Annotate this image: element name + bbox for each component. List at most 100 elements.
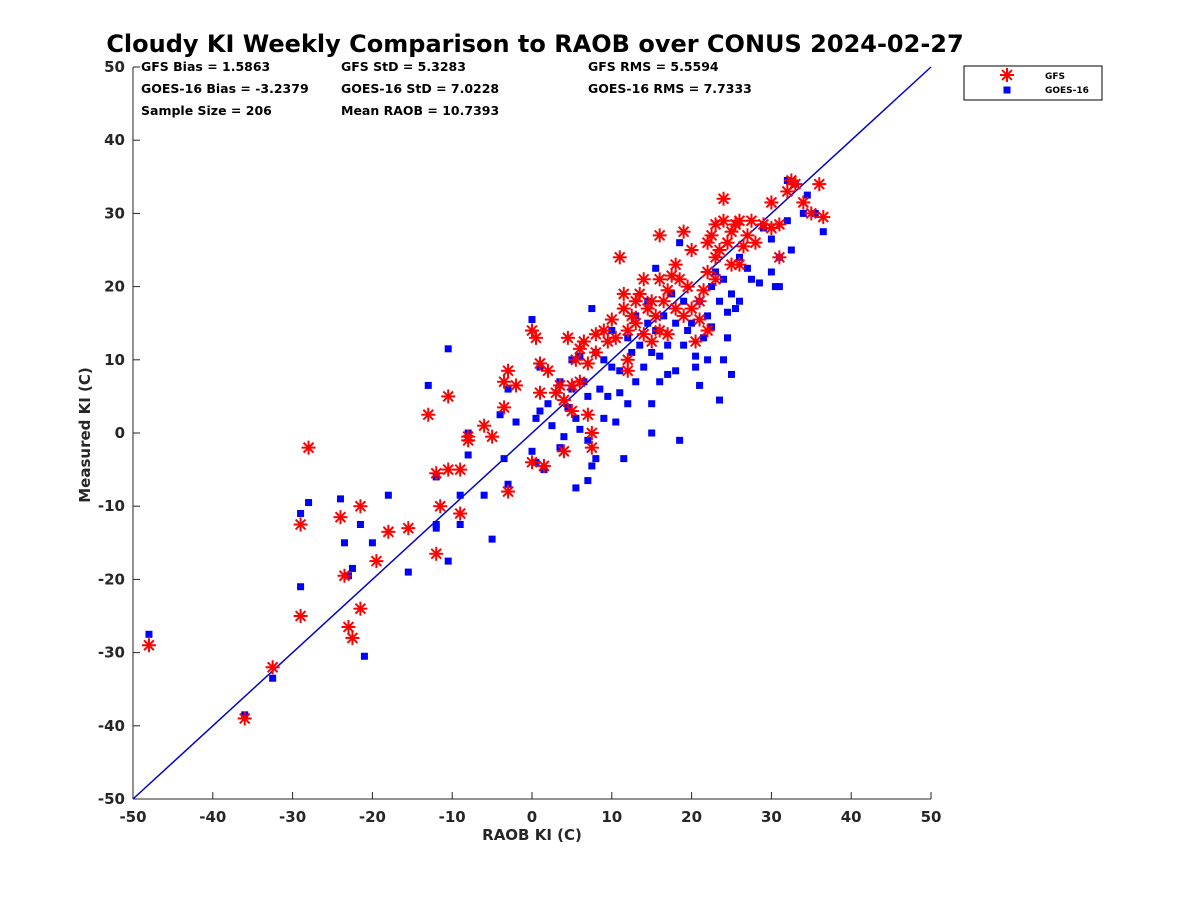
goes16-point: [356, 521, 364, 528]
goes16-point: [145, 630, 153, 638]
legend-gfs-asterisk: [1000, 68, 1014, 82]
goes16-point: [767, 235, 775, 243]
gfs-point: [572, 374, 587, 389]
gfs-point: [528, 330, 543, 345]
x-tick-label: 40: [841, 808, 862, 826]
goes16-point: [803, 191, 811, 199]
gfs-point: [552, 378, 567, 393]
goes16-point: [696, 381, 704, 389]
goes16-point: [755, 279, 763, 287]
gfs-point: [441, 462, 456, 477]
gfs-point: [676, 224, 691, 239]
goes16-point: [488, 535, 496, 543]
goes16-point: [652, 264, 660, 272]
goes16-point: [680, 297, 688, 305]
goes16-point: [735, 253, 743, 261]
x-tick-label: 10: [601, 808, 622, 826]
goes16-point: [720, 275, 728, 283]
goes16-point: [616, 367, 624, 375]
gfs-point: [433, 499, 448, 514]
goes16-point: [528, 447, 536, 455]
gfs-point: [497, 374, 512, 389]
goes16-point: [700, 334, 708, 342]
goes16-point: [536, 407, 544, 415]
gfs-point: [141, 638, 156, 653]
gfs-point: [341, 619, 356, 634]
goes16-point: [548, 422, 556, 430]
gfs-point: [453, 462, 468, 477]
gfs-point: [497, 400, 512, 415]
gfs-point: [700, 323, 715, 338]
goes16-point: [576, 425, 584, 433]
stat-gfs-std: GFS StD = 5.3283: [341, 59, 466, 74]
goes16-point: [783, 217, 791, 225]
x-tick-label: -10: [439, 808, 466, 826]
goes16-point: [787, 246, 795, 254]
gfs-point: [576, 334, 591, 349]
gfs-point: [772, 217, 787, 232]
stat-mean-raob: Mean RAOB = 10.7393: [341, 103, 500, 118]
gfs-point: [684, 243, 699, 257]
x-tick-label: -50: [119, 808, 146, 826]
data-points: [141, 173, 831, 726]
gfs-point: [652, 272, 667, 287]
goes16-point: [660, 312, 668, 320]
goes16-point: [656, 352, 664, 360]
gfs-point: [748, 235, 763, 250]
y-tick-label: 10: [104, 351, 125, 369]
chart-title: Cloudy KI Weekly Comparison to RAOB over…: [106, 30, 964, 58]
gfs-point: [704, 228, 719, 243]
goes16-point: [724, 308, 732, 316]
y-ticks: 50 40 30 20 10 0 -10 -20 -30 -40 -50: [98, 58, 140, 808]
gfs-point: [401, 521, 416, 536]
goes16-point: [775, 283, 783, 291]
gfs-point: [616, 301, 631, 316]
goes16-point: [620, 455, 628, 463]
gfs-point: [764, 195, 779, 210]
gfs-point: [604, 312, 619, 327]
goes16-point: [672, 367, 680, 375]
gfs-point: [696, 283, 711, 298]
goes16-point: [500, 455, 508, 463]
gfs-point: [477, 418, 492, 433]
stat-goes-std: GOES-16 StD = 7.0228: [341, 81, 500, 96]
goes16-point: [632, 378, 640, 386]
gfs-point: [301, 440, 316, 455]
y-tick-label: -50: [98, 790, 125, 808]
legend-label-goes16: GOES-16: [1045, 86, 1089, 96]
gfs-point: [716, 213, 731, 228]
goes16-point: [771, 283, 779, 291]
legend-marker-goes16: [1003, 86, 1011, 94]
goes16-point: [464, 451, 472, 459]
gfs-point: [772, 250, 787, 265]
goes16-point: [728, 370, 735, 378]
gfs-point: [501, 484, 516, 499]
goes16-point: [368, 539, 376, 547]
gfs-point: [532, 356, 547, 371]
goes16-point: [612, 418, 620, 426]
goes16-point: [269, 674, 277, 682]
y-tick-label: 30: [104, 204, 125, 222]
y-tick-label: 0: [115, 424, 125, 442]
goes16-point: [424, 381, 432, 389]
goes16-point: [604, 392, 612, 400]
gfs-point: [692, 294, 707, 309]
stat-sample-size: Sample Size = 206: [141, 103, 272, 118]
goes16-point: [692, 352, 700, 360]
goes16-point: [735, 297, 743, 305]
gfs-point: [353, 499, 368, 514]
goes16-point: [799, 209, 807, 217]
gfs-point: [525, 455, 539, 470]
gfs-point: [816, 210, 831, 225]
gfs-point: [648, 308, 663, 323]
goes16-point: [648, 400, 656, 408]
gfs-point: [293, 517, 308, 532]
gfs-point: [560, 330, 575, 345]
goes16-point: [340, 539, 348, 547]
goes16-point: [624, 400, 632, 408]
goes16-point: [767, 268, 775, 276]
goes16-point: [456, 521, 464, 528]
y-tick-label: -40: [98, 717, 125, 735]
goes16-point: [297, 583, 305, 591]
